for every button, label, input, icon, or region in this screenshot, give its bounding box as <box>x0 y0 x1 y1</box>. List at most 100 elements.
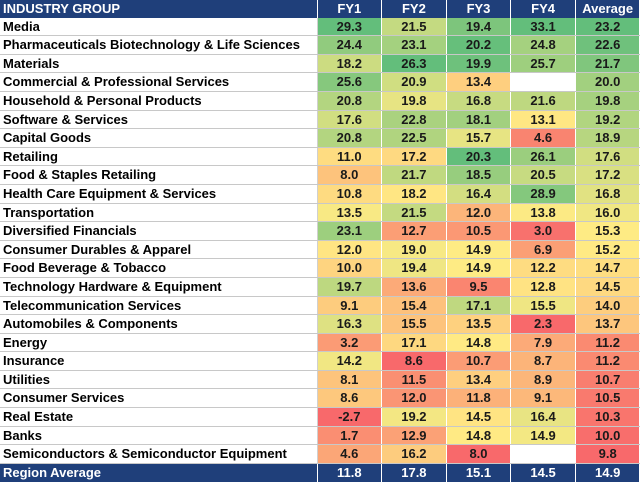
region-average-row: Region Average 11.8 17.8 15.1 14.5 14.9 <box>0 463 640 482</box>
value-cell: 17.1 <box>446 296 512 316</box>
value-cell: 13.4 <box>446 72 512 92</box>
footer-value-cell: 11.8 <box>317 463 383 482</box>
value-cell: 8.7 <box>510 351 576 371</box>
row-label: Materials <box>0 54 318 74</box>
value-cell: 9.1 <box>317 296 383 316</box>
table-row: Banks 1.7 12.9 14.8 14.9 10.0 <box>0 426 640 446</box>
footer-value-cell: 14.9 <box>575 463 640 482</box>
value-cell: 13.6 <box>381 277 447 297</box>
row-label: Semiconductors & Semiconductor Equipment <box>0 444 318 464</box>
value-cell: 15.2 <box>575 240 640 260</box>
table-row: Software & Services 17.6 22.8 18.1 13.1 19.2 <box>0 110 640 130</box>
row-label: Utilities <box>0 370 318 390</box>
row-label: Retailing <box>0 147 318 167</box>
value-cell: 18.9 <box>575 128 640 148</box>
footer-label: Region Average <box>0 463 318 482</box>
value-cell: 19.8 <box>381 91 447 111</box>
value-cell: 13.4 <box>446 370 512 390</box>
value-cell: 23.2 <box>575 17 640 37</box>
value-cell: 19.0 <box>381 240 447 260</box>
value-cell: 15.3 <box>575 221 640 241</box>
value-cell: 26.3 <box>381 54 447 74</box>
table-row: Utilities 8.1 11.5 13.4 8.9 10.7 <box>0 370 640 390</box>
table-row: Commercial & Professional Services 25.6 20… <box>0 72 640 92</box>
value-cell: 14.9 <box>446 240 512 260</box>
table-row: Consumer Services 8.6 12.0 11.8 9.1 10.5 <box>0 388 640 409</box>
value-cell: 20.0 <box>575 72 640 92</box>
value-cell: 16.3 <box>317 314 383 334</box>
value-cell: 14.8 <box>446 426 512 446</box>
value-cell: 20.5 <box>510 165 576 185</box>
value-cell: 13.7 <box>575 314 640 334</box>
value-cell: 11.2 <box>575 333 640 353</box>
footer-value-cell: 14.5 <box>510 463 576 482</box>
row-label: Consumer Durables & Apparel <box>0 240 318 260</box>
row-label: Automobiles & Components <box>0 314 318 334</box>
value-cell: 11.5 <box>381 370 447 390</box>
value-cell: 10.7 <box>446 351 512 371</box>
value-cell: 20.9 <box>381 72 447 92</box>
row-label: Consumer Services <box>0 388 318 409</box>
table-row: Materials 18.2 26.3 19.9 25.7 21.7 <box>0 54 640 74</box>
value-cell: 10.5 <box>575 388 640 409</box>
value-cell: 25.6 <box>317 72 383 92</box>
table-row: Semiconductors & Semiconductor Equipment… <box>0 444 640 464</box>
value-cell: 20.8 <box>317 128 383 148</box>
value-cell: 14.0 <box>575 296 640 316</box>
value-cell: 3.2 <box>317 333 383 353</box>
row-label: Energy <box>0 333 318 353</box>
value-cell: 10.5 <box>446 221 512 241</box>
value-cell: 19.4 <box>446 17 512 37</box>
value-cell: 17.6 <box>575 147 640 167</box>
value-cell: 11.0 <box>317 147 383 167</box>
value-cell: 18.2 <box>317 54 383 74</box>
value-cell: 21.5 <box>381 203 447 223</box>
value-cell: 14.9 <box>446 258 512 278</box>
table-footer: Region Average 11.8 17.8 15.1 14.5 14.9 <box>0 463 640 482</box>
value-cell: 11.2 <box>575 351 640 371</box>
value-cell: 8.6 <box>317 388 383 409</box>
value-cell: 3.0 <box>510 221 576 241</box>
table-row: Household & Personal Products 20.8 19.8 16.… <box>0 91 640 111</box>
table-row: Diversified Financials 23.1 12.7 10.5 3.0 15.… <box>0 221 640 241</box>
header-fy2: FY2 <box>381 0 447 18</box>
value-cell: 10.0 <box>575 426 640 446</box>
value-cell: 14.7 <box>575 258 640 278</box>
value-cell: 8.0 <box>317 165 383 185</box>
value-cell: 21.6 <box>510 91 576 111</box>
table-row: Energy 3.2 17.1 14.8 7.9 11.2 <box>0 333 640 353</box>
footer-value-cell: 15.1 <box>446 463 512 482</box>
value-cell: 13.1 <box>510 110 576 130</box>
header-fy4: FY4 <box>510 0 576 18</box>
value-cell: 15.7 <box>446 128 512 148</box>
row-label: Banks <box>0 426 318 446</box>
value-cell: 29.3 <box>317 17 383 37</box>
value-cell: 16.0 <box>575 203 640 223</box>
header-row: INDUSTRY GROUP FY1 FY2 FY3 FY4 Average <box>0 0 640 18</box>
header-industry-group: INDUSTRY GROUP <box>0 0 318 18</box>
value-cell: 23.1 <box>317 221 383 241</box>
value-cell: 18.2 <box>381 184 447 204</box>
row-label: Food Beverage & Tobacco <box>0 258 318 278</box>
table-row: Technology Hardware & Equipment 19.7 13.6 9… <box>0 277 640 297</box>
value-cell: 8.9 <box>510 370 576 390</box>
value-cell: 12.0 <box>446 203 512 223</box>
table-header: INDUSTRY GROUP FY1 FY2 FY3 FY4 Average <box>0 0 640 18</box>
table-row: Food Beverage & Tobacco 10.0 19.4 14.9 12.2 1… <box>0 258 640 278</box>
value-cell: 14.9 <box>510 426 576 446</box>
table-row: Transportation 13.5 21.5 12.0 13.8 16.0 <box>0 203 640 223</box>
value-cell: 10.3 <box>575 407 640 427</box>
table-row: Retailing 11.0 17.2 20.3 26.1 17.6 <box>0 147 640 167</box>
value-cell: 7.9 <box>510 333 576 353</box>
row-label: Food & Staples Retailing <box>0 165 318 185</box>
value-cell: 26.1 <box>510 147 576 167</box>
value-cell: 4.6 <box>317 444 383 464</box>
value-cell: 9.5 <box>446 277 512 297</box>
value-cell: 19.9 <box>446 54 512 74</box>
table-row: Consumer Durables & Apparel 12.0 19.0 14.9 6… <box>0 240 640 260</box>
value-cell: 14.5 <box>575 277 640 297</box>
header-fy1: FY1 <box>317 0 383 18</box>
table-row: Automobiles & Components 16.3 15.5 13.5 2.3 1… <box>0 314 640 334</box>
value-cell: 24.8 <box>510 35 576 55</box>
